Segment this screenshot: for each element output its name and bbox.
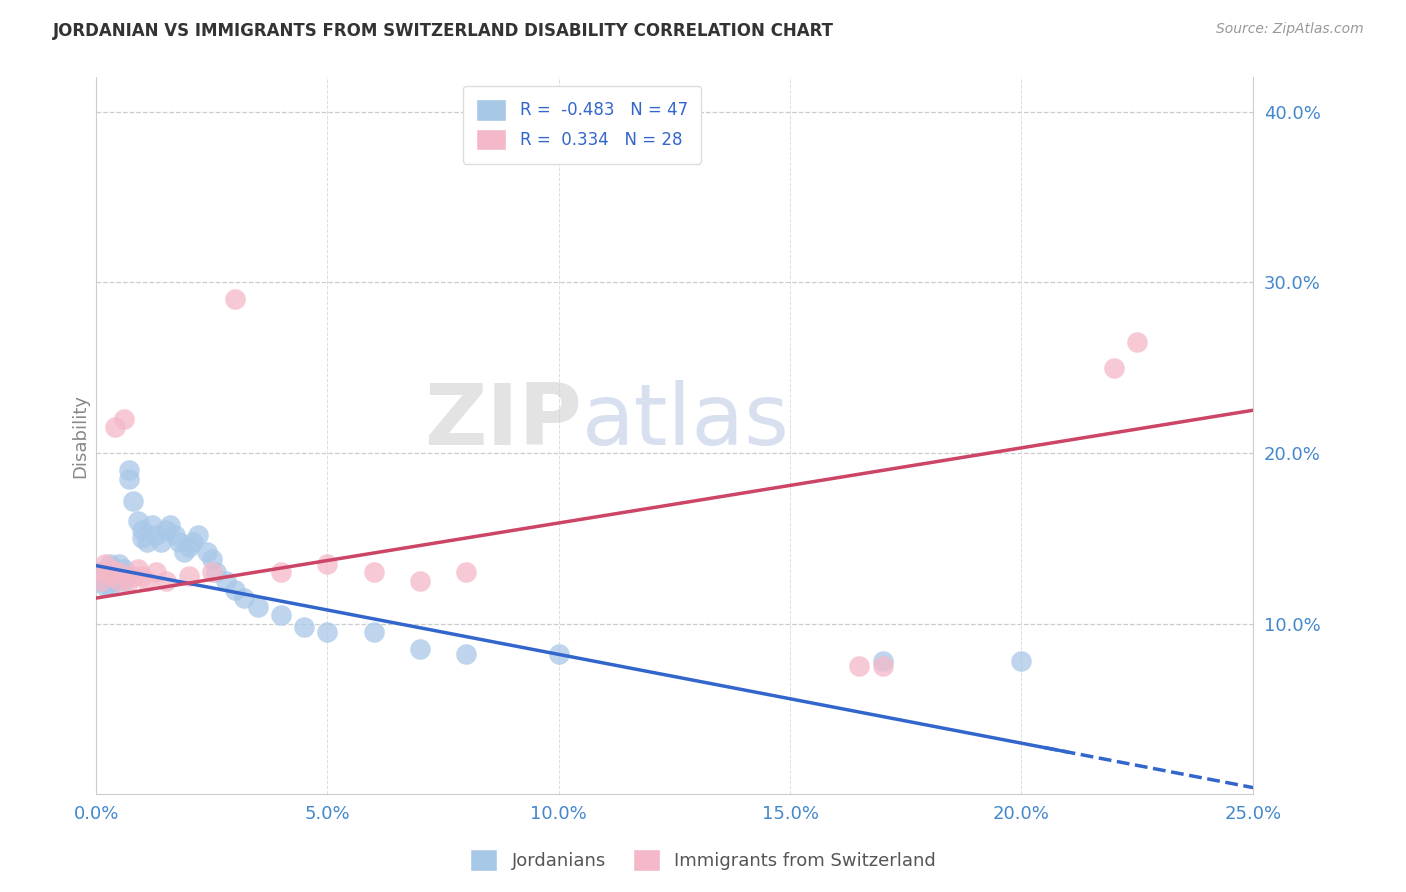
Point [131, 523, 153, 537]
Point [136, 534, 159, 549]
Point [136, 574, 159, 588]
Point [131, 532, 153, 546]
Point [1010, 654, 1032, 668]
Point [201, 551, 224, 566]
Point [163, 528, 186, 542]
Point [145, 528, 167, 542]
Legend: Jordanians, Immigrants from Switzerland: Jordanians, Immigrants from Switzerland [463, 842, 943, 879]
Legend: R =  -0.483   N = 47, R =  0.334   N = 28: R = -0.483 N = 47, R = 0.334 N = 28 [463, 86, 702, 163]
Point [90, 574, 112, 588]
Point [94, 569, 117, 583]
Point [98, 557, 121, 571]
Point [363, 625, 385, 640]
Point [112, 562, 135, 576]
Point [127, 514, 149, 528]
Text: Source: ZipAtlas.com: Source: ZipAtlas.com [1216, 22, 1364, 37]
Point [141, 517, 163, 532]
Point [292, 620, 315, 634]
Point [872, 659, 894, 673]
Point [215, 574, 238, 588]
Point [195, 545, 218, 559]
Point [131, 569, 153, 583]
Point [456, 648, 478, 662]
Point [456, 566, 478, 580]
Point [98, 579, 121, 593]
Point [90, 566, 112, 580]
Point [270, 566, 292, 580]
Point [117, 472, 139, 486]
Point [201, 566, 224, 580]
Text: ZIP: ZIP [425, 380, 582, 463]
Text: JORDANIAN VS IMMIGRANTS FROM SWITZERLAND DISABILITY CORRELATION CHART: JORDANIAN VS IMMIGRANTS FROM SWITZERLAND… [53, 22, 834, 40]
Point [409, 574, 432, 588]
Point [247, 599, 270, 614]
Point [187, 528, 209, 542]
Point [183, 534, 205, 549]
Point [108, 569, 131, 583]
Point [233, 591, 256, 605]
Y-axis label: Disability: Disability [72, 394, 89, 478]
Point [108, 566, 131, 580]
Point [155, 523, 177, 537]
Point [112, 412, 135, 426]
Point [104, 566, 127, 580]
Point [224, 293, 246, 307]
Point [98, 569, 121, 583]
Point [270, 608, 292, 623]
Point [104, 574, 127, 588]
Point [159, 517, 181, 532]
Point [155, 574, 177, 588]
Text: atlas: atlas [582, 380, 790, 463]
Point [547, 648, 569, 662]
Point [1126, 334, 1149, 349]
Point [98, 562, 121, 576]
Point [98, 569, 121, 583]
Point [104, 420, 127, 434]
Point [316, 625, 339, 640]
Point [169, 534, 191, 549]
Point [848, 659, 870, 673]
Point [145, 566, 167, 580]
Point [363, 566, 385, 580]
Point [177, 569, 200, 583]
Point [316, 557, 339, 571]
Point [177, 540, 200, 554]
Point [112, 574, 135, 588]
Point [409, 642, 432, 657]
Point [149, 534, 172, 549]
Point [872, 654, 894, 668]
Point [117, 574, 139, 588]
Point [127, 562, 149, 576]
Point [173, 545, 195, 559]
Point [108, 574, 131, 588]
Point [122, 493, 145, 508]
Point [117, 463, 139, 477]
Point [90, 566, 112, 580]
Point [94, 557, 117, 571]
Point [90, 574, 112, 588]
Point [205, 566, 228, 580]
Point [94, 579, 117, 593]
Point [1102, 360, 1125, 375]
Point [108, 557, 131, 571]
Point [224, 582, 246, 597]
Point [122, 569, 145, 583]
